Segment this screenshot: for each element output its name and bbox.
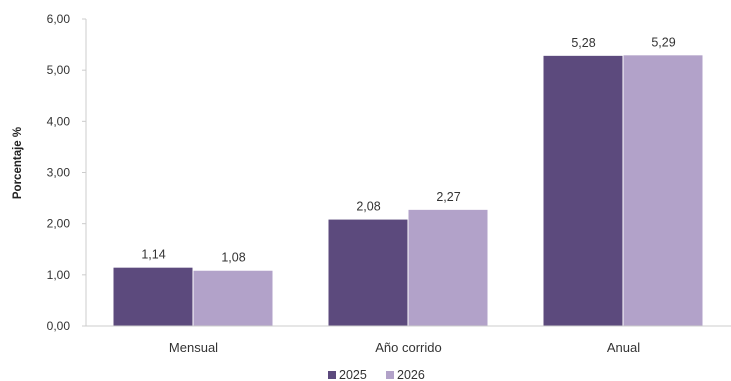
y-tick-label: 1,00: [47, 268, 71, 282]
legend-swatch-2025: [328, 371, 336, 379]
data-label: 1,08: [221, 251, 245, 265]
y-tick-label: 5,00: [47, 63, 71, 77]
data-label: 5,28: [571, 36, 595, 50]
data-label: 2,08: [356, 200, 380, 214]
y-tick-label: 4,00: [47, 114, 71, 128]
category-label: Año corrido: [375, 340, 441, 355]
data-label: 1,14: [141, 248, 165, 262]
data-labels-group: 1,14 1,08 2,08 2,27 5,28 5,29: [141, 35, 675, 264]
y-tick-label: 0,00: [47, 319, 71, 333]
legend: 2025 2026: [328, 368, 425, 381]
bar-2025-1: [328, 219, 408, 326]
category-label: Anual: [607, 340, 640, 355]
y-axis-ticks: 0,00 1,00 2,00 3,00 4,00 5,00 6,00: [47, 12, 86, 333]
bar-2026-1: [408, 209, 488, 326]
category-label: Mensual: [169, 340, 218, 355]
y-axis-title: Porcentaje %: [12, 127, 24, 199]
legend-label-2025: 2025: [339, 368, 367, 381]
y-tick-label: 3,00: [47, 166, 71, 180]
bar-2025-2: [543, 55, 623, 327]
category-labels: Mensual Año corrido Anual: [169, 340, 640, 355]
y-tick-label: 2,00: [47, 217, 71, 231]
legend-label-2026: 2026: [397, 368, 425, 381]
bars-group: [113, 55, 703, 327]
y-tick-label: 6,00: [47, 12, 71, 26]
bar-2026-0: [193, 270, 273, 326]
bar-2025-0: [113, 267, 193, 326]
data-label: 5,29: [651, 35, 675, 49]
bar-2026-2: [623, 55, 703, 326]
data-label: 2,27: [436, 190, 460, 204]
legend-swatch-2026: [386, 371, 394, 379]
